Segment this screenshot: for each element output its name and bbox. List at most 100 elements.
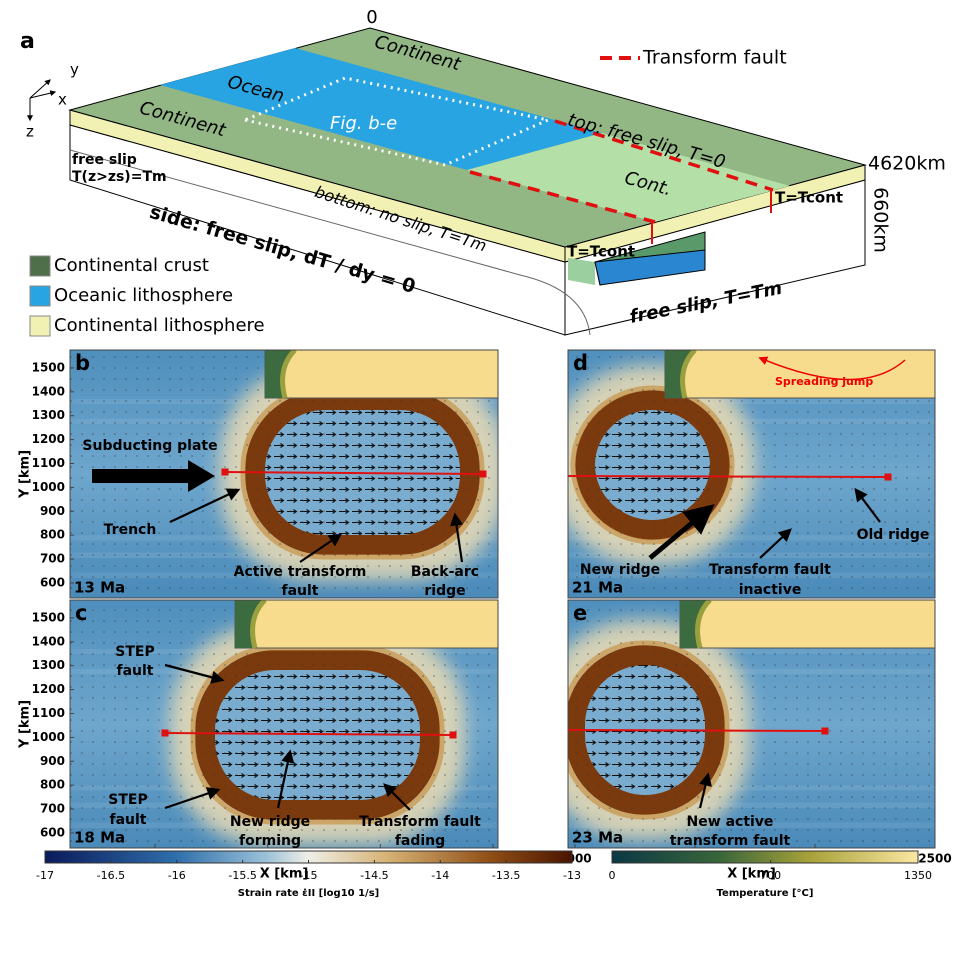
panel-field [540,600,935,848]
temperature-inset [235,600,498,648]
colorbar-tick-label: 700 [760,869,781,882]
bc-label: T=Tcont [775,189,843,207]
annotation: New ridge [580,562,660,578]
y-tick-label: 1000 [32,480,65,494]
bc-label: free slip [72,152,137,168]
profile-end [822,728,829,735]
annotation: Back-arc [411,564,479,580]
legend-label: Continental lithosphere [54,315,265,336]
colorbar-tick-label: -16 [168,869,186,882]
y-tick-label: 1500 [32,610,65,624]
legend-label: Oceanic lithosphere [54,285,233,306]
x-tick-label: 2500 [918,852,951,866]
panel-time: 13 Ma [74,579,125,597]
panel: d 21 Ma [550,350,935,598]
panel-time: 23 Ma [572,829,623,847]
axis-icon-label: y [70,61,79,79]
annotation: New active [687,814,774,830]
legend: Continental crust Oceanic lithosphere Cont… [30,255,265,336]
y-tick-label: 1400 [32,634,65,648]
panel-time: 18 Ma [74,829,125,847]
y-tick-label: 600 [40,825,65,839]
annotation: ridge [424,583,465,599]
profile-end [885,474,892,481]
annotation: transform fault [670,833,791,849]
annotation: Old ridge [857,527,930,543]
panel: b13 Ma6007008009001000110012001300140015… [18,350,506,598]
colorbar-tick-label: -17 [36,869,54,882]
temperature-inset [665,350,935,398]
annotation: Transform fault [359,814,481,830]
colorbar-tick-label: 0 [609,869,616,882]
legend-label: Continental crust [54,255,209,276]
profile-end [450,732,457,739]
colorbar-label: Temperature [°C] [717,888,814,899]
annotation: Trench [104,522,157,538]
profile-end [480,471,487,478]
y-tick-label: 700 [40,552,65,566]
panel-field [550,350,935,598]
bc-label: T(z>zs)=Tm [72,169,167,185]
y-tick-label: 900 [40,754,65,768]
y-tick-label: 700 [40,802,65,816]
colorbar-label: Strain rate ε̇II [log10 1/s] [238,887,379,899]
panel-field [70,600,498,848]
fault-legend: Transform fault [642,47,787,69]
profile-end [162,730,169,737]
axis-icon-label: z [26,123,34,141]
bc-label: T=Tcont [567,243,635,261]
y-axis-label: Y [km] [18,450,33,499]
y-tick-label: 1100 [32,706,65,720]
annotation: fading [395,833,445,849]
profile-end [222,469,229,476]
y-tick-label: 1100 [32,456,65,470]
profile-end [559,473,566,480]
fig-ref: Fig. b-e [330,113,397,134]
annotation: Active transform [234,564,367,580]
colorbar-tick-label: -15 [300,869,318,882]
annotation: fault [110,812,147,828]
profile-end [549,727,556,734]
annotation: fault [117,663,154,679]
y-tick-label: 1300 [32,658,65,672]
annotation: forming [239,833,301,849]
panel-label: c [75,601,87,625]
y-tick-label: 1000 [32,730,65,744]
colorbar-tick-label: -15.5 [228,869,256,882]
profile-line [552,730,825,731]
colorbar-tick-label: -13 [563,869,581,882]
panel-a: a 0 x y z Transform fault Continent Ocea… [20,7,946,336]
annotation: fault [282,583,319,599]
colorbars: -17-16.5-16-15.5-15-14.5-14-13.5-13Strai… [36,851,932,899]
panel-label: e [573,601,587,625]
y-tick-label: 800 [40,778,65,792]
annotation: Subducting plate [82,438,217,454]
axes-icon [30,80,55,120]
colorbar-tick-label: -14.5 [360,869,388,882]
annotation: Transform fault [709,562,831,578]
colorbar [612,851,918,863]
annotation: STEP [115,644,154,660]
annotation: New ridge [230,814,310,830]
dimension-label: 4620km [868,153,946,175]
colorbar-tick-label: -13.5 [492,869,520,882]
annotation: STEP [108,792,147,808]
panel-label: b [75,351,90,375]
figure: a 0 x y z Transform fault Continent Ocea… [0,0,963,959]
y-tick-label: 1200 [32,682,65,696]
legend-swatch [30,316,50,336]
legend-swatch [30,256,50,276]
legend-swatch [30,286,50,306]
panels: b 13 Ma 600 700 800 900 1000 1100 1200 1300 1400 15… [18,350,952,882]
profile-line [562,476,888,477]
y-tick-label: 1500 [32,360,65,374]
temperature-inset [265,350,498,398]
panel-label: d [573,351,588,375]
y-tick-label: 1400 [32,384,65,398]
inset-note: Spreading jump [775,375,873,388]
panel-time: 21 Ma [572,579,623,597]
colorbar-tick-label: -14 [431,869,449,882]
annotation: inactive [739,582,802,598]
y-tick-label: 1200 [32,432,65,446]
y-tick-label: 600 [40,575,65,589]
